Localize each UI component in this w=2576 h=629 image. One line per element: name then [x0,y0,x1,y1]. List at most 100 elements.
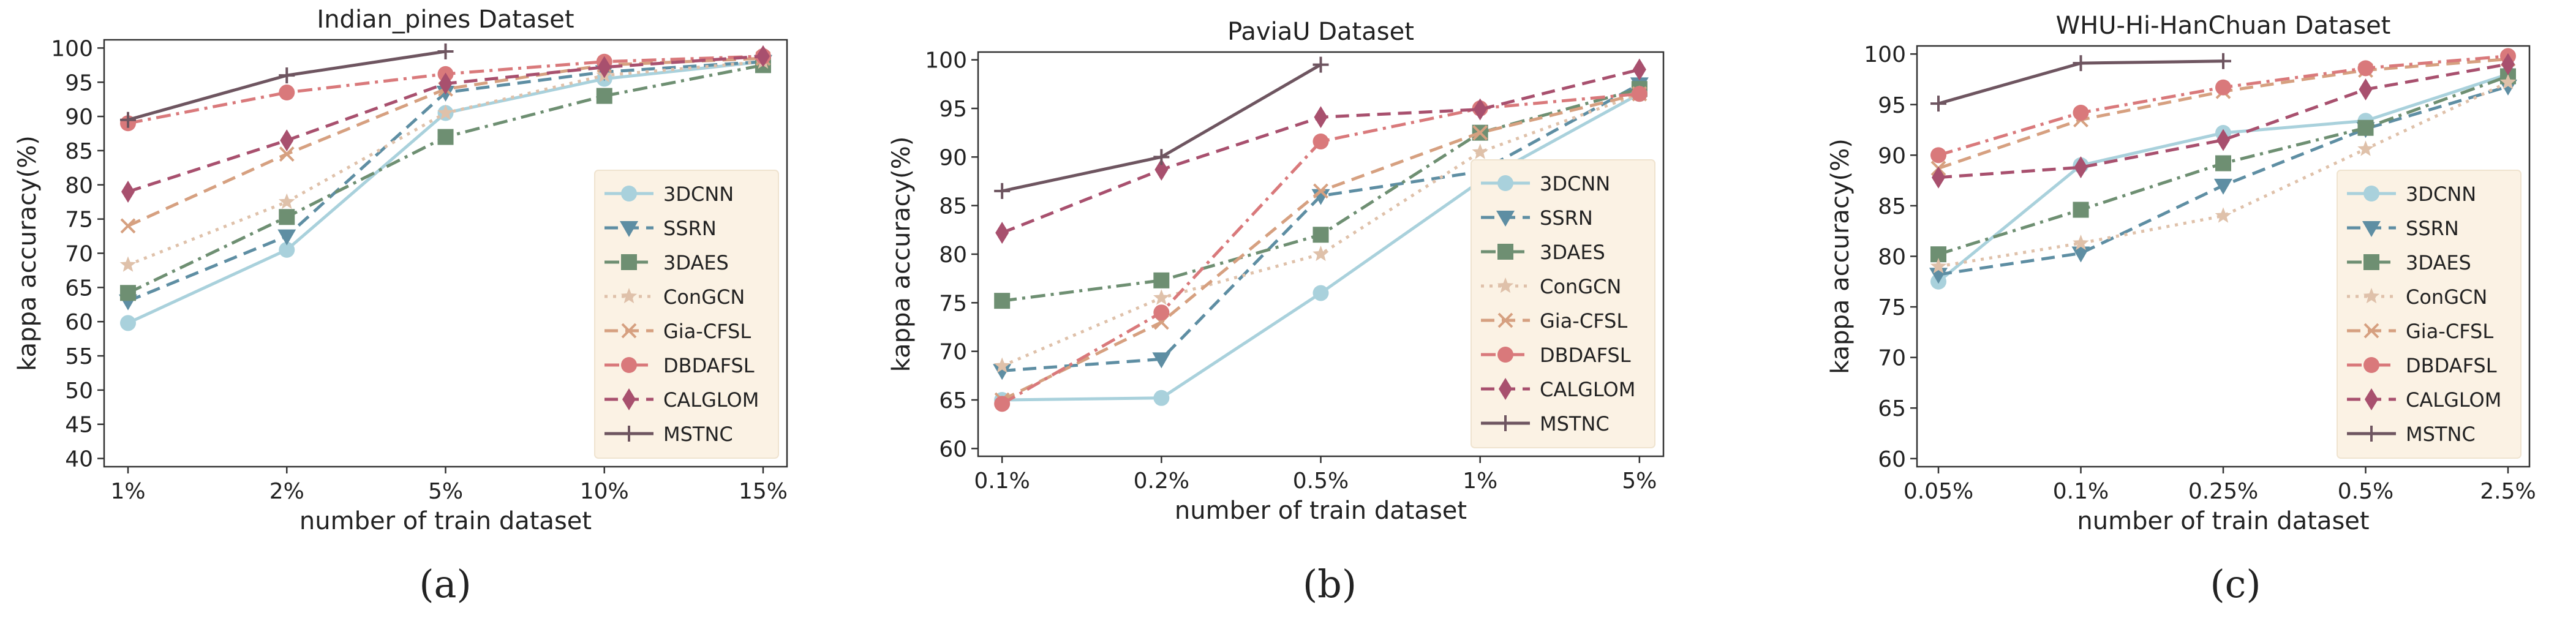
data-point [279,67,295,84]
legend-marker [621,426,637,442]
x-tick-label: 15% [739,479,788,504]
legend-label: CALGLOM [2406,388,2501,412]
legend-label: SSRN [663,217,717,240]
legend-label: 3DAES [663,251,729,274]
series-line [1001,92,1640,367]
data-point [994,183,1011,199]
x-tick-label: 5% [428,479,463,504]
y-tick-label: 100 [925,48,967,73]
y-tick-label: 60 [1878,447,1906,472]
series-MSTNC [994,56,1329,199]
data-point [994,293,1011,309]
x-tick-label: 1% [1463,469,1497,494]
data-point [120,315,137,331]
legend-marker [2365,388,2378,410]
legend: 3DCNN SSRN 3DAES ConGCN Gia-CFSL DBDAFSL CALGL… [594,170,779,459]
data-point [1312,227,1329,243]
legend-label: DBDAFSL [1540,344,1631,367]
series-MSTNC [1930,53,2231,112]
legend-label: DBDAFSL [2406,354,2497,377]
y-axis-label: kappa accuracy(%) [1826,138,1855,374]
data-point [1314,106,1328,129]
data-point [1152,352,1171,369]
data-point [119,256,137,272]
data-point [597,56,611,78]
y-axis-label: kappa accuracy(%) [887,137,916,372]
y-tick-label: 95 [939,97,967,122]
legend-label: ConGCN [1540,275,1621,298]
legend-marker [2362,221,2381,237]
legend-marker [621,357,637,373]
legend-marker [2363,288,2380,304]
chart-panel-2: PaviaU Dataset 60 65 70 75 80 85 90 95 100 0.1% 0.2… [887,18,1665,606]
legend-label: ConGCN [2406,285,2487,309]
data-point [2216,129,2230,151]
legend-label: SSRN [2406,217,2459,240]
panel-caption: (c) [2210,562,2261,606]
data-point [2073,235,2089,250]
data-point [756,45,770,67]
y-tick-label: 45 [65,413,93,438]
series-ConGCN [1930,73,2517,274]
legend-marker [2363,357,2379,373]
data-point [1154,158,1169,181]
series-3DAES [994,81,1648,309]
legend-marker [1497,415,1513,431]
x-tick-label: 1% [110,479,145,504]
legend-marker [1496,211,1515,227]
data-point [1312,133,1329,149]
legend-marker [1497,175,1513,191]
data-point [2215,53,2231,69]
data-point [1153,149,1170,165]
series-CALGLOM [121,45,770,203]
series-CALGLOM [1932,53,2515,189]
legend-marker [1497,277,1514,293]
y-tick-label: 60 [65,310,93,335]
chart-panel-3: WHU-Hi-HanChuan Dataset 60 65 70 75 80 85 90 95 1… [1826,12,2536,606]
x-tick-label: 0.5% [1293,469,1349,494]
x-tick-label: 2.5% [2480,479,2536,504]
legend: 3DCNN SSRN 3DAES ConGCN Gia-CFSL DBDAFSL CALGL… [2337,170,2521,459]
data-point [2214,178,2232,195]
data-point [2501,53,2515,75]
data-point [1632,58,1646,81]
data-point [1153,304,1170,321]
chart-title: PaviaU Dataset [1227,18,1414,46]
data-point [279,146,295,162]
data-point [2073,104,2089,121]
data-point [1153,289,1170,305]
data-point [120,111,137,128]
data-point [1312,285,1329,301]
y-tick-label: 60 [939,437,967,462]
data-point [995,222,1009,244]
data-point [1930,258,1947,274]
legend-marker [1497,347,1513,363]
legend-label: 3DCNN [1540,172,1610,195]
series-CALGLOM [995,58,1646,244]
x-axis-label: number of train dataset [1175,497,1467,525]
legend-marker [1499,378,1512,400]
y-tick-label: 85 [939,194,967,219]
x-tick-label: 0.5% [2338,479,2393,504]
x-tick-label: 0.25% [2188,479,2258,504]
data-point [1932,166,1945,189]
data-point [437,43,454,59]
data-point [1631,86,1648,102]
legend-label: ConGCN [663,285,745,309]
series-line [1938,62,2509,179]
data-point [596,88,612,104]
y-axis-label: kappa accuracy(%) [13,135,42,371]
x-tick-label: 5% [1622,469,1657,494]
data-point [1472,143,1488,159]
x-tick-label: 10% [580,479,629,504]
legend-label: DBDAFSL [663,354,755,377]
data-point [1930,147,1946,164]
data-point [2357,119,2374,136]
data-point [994,396,1011,412]
data-point [437,129,454,145]
legend-label: Gia-CFSL [663,320,751,343]
legend-marker [620,288,638,304]
legend: 3DCNN SSRN 3DAES ConGCN Gia-CFSL DBDAFSL CALGL… [1471,159,1655,448]
x-axis-label: number of train dataset [299,507,592,535]
data-point [2357,60,2374,77]
